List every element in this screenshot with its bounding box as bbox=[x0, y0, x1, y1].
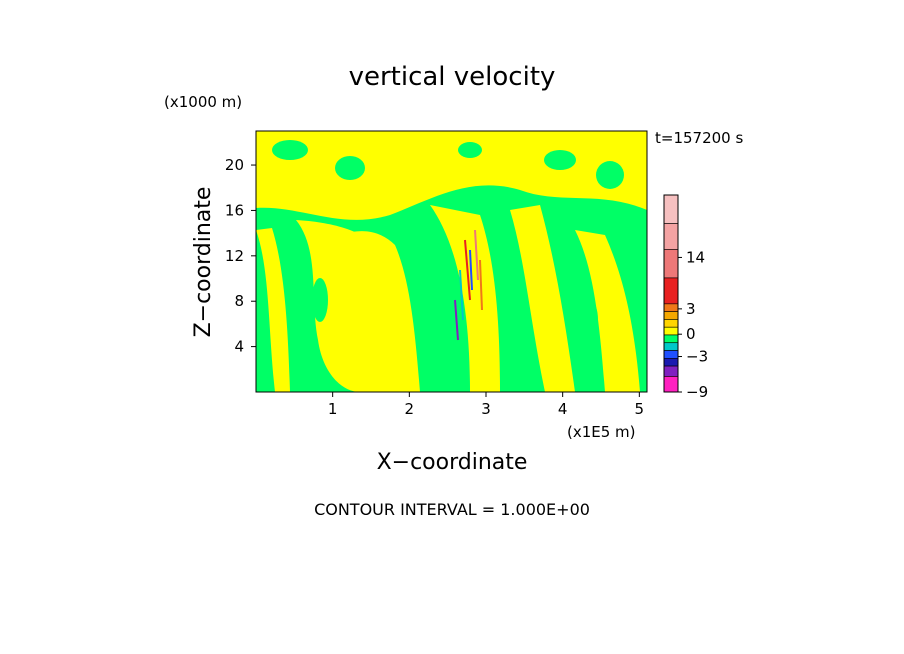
velocity-streak bbox=[464, 239, 471, 301]
colorbar-label: 14 bbox=[686, 248, 705, 266]
negative-velocity-island bbox=[272, 140, 308, 160]
negative-velocity-island bbox=[458, 142, 482, 158]
y-tick-label: 4 bbox=[234, 338, 244, 356]
colorbar-bin bbox=[663, 223, 679, 250]
y-axis: 4 8 12 16 20 bbox=[225, 156, 256, 356]
x-tick-label: 3 bbox=[481, 400, 491, 418]
negative-velocity-island bbox=[312, 278, 328, 322]
velocity-streak bbox=[469, 249, 473, 291]
velocity-streak bbox=[474, 229, 479, 281]
x-tick-label: 5 bbox=[635, 400, 645, 418]
negative-velocity-island bbox=[544, 150, 576, 170]
colorbar-bin bbox=[663, 358, 679, 367]
colorbar-label: 3 bbox=[686, 300, 696, 318]
colorbar-bin bbox=[663, 277, 679, 305]
x-unit-label: (x1E5 m) bbox=[567, 423, 636, 441]
colorbar-frame bbox=[663, 194, 679, 393]
colorbar-bin bbox=[663, 365, 679, 377]
velocity-streak bbox=[479, 259, 483, 311]
x-tick-label: 4 bbox=[558, 400, 568, 418]
colorbar-label: 0 bbox=[686, 325, 696, 343]
colorbar-bin bbox=[663, 249, 679, 279]
velocity-streak bbox=[454, 299, 459, 341]
colorbar: 14 3 0 −3 −9 bbox=[663, 194, 708, 401]
positive-velocity-region bbox=[342, 231, 420, 392]
y-tick-label: 8 bbox=[234, 292, 244, 310]
colorbar-bin bbox=[663, 342, 679, 351]
positive-velocity-region bbox=[510, 205, 575, 392]
y-tick-label: 16 bbox=[225, 201, 244, 219]
colorbar-bin bbox=[663, 194, 679, 224]
time-label: t=157200 s bbox=[655, 129, 743, 147]
negative-velocity-island bbox=[335, 156, 365, 180]
x-tick-label: 1 bbox=[328, 400, 338, 418]
negative-velocity-island bbox=[582, 300, 598, 340]
colorbar-label: −9 bbox=[686, 383, 708, 401]
velocity-streak bbox=[459, 269, 464, 321]
y-tick-label: 20 bbox=[225, 156, 244, 174]
y-axis-label: Z−coordinate bbox=[191, 187, 216, 338]
y-unit-label: (x1000 m) bbox=[164, 93, 242, 111]
colorbar-bin bbox=[663, 376, 679, 393]
x-axis: 1 2 3 4 5 bbox=[328, 392, 644, 418]
colorbar-bin bbox=[663, 303, 679, 312]
colorbar-label: −3 bbox=[686, 348, 708, 366]
plot-frame bbox=[255, 130, 648, 393]
colorbar-bin bbox=[663, 311, 679, 320]
y-tick-label: 12 bbox=[225, 247, 244, 265]
positive-velocity-region bbox=[256, 228, 290, 392]
colorbar-bin bbox=[663, 326, 679, 336]
negative-velocity-island bbox=[596, 161, 624, 189]
negative-velocity-island bbox=[420, 312, 440, 348]
positive-velocity-region bbox=[430, 205, 500, 392]
chart-title: vertical velocity bbox=[349, 62, 556, 92]
x-tick-label: 2 bbox=[405, 400, 415, 418]
colorbar-bin bbox=[663, 350, 679, 359]
positive-velocity-region bbox=[575, 230, 640, 392]
contour-interval-footer: CONTOUR INTERVAL = 1.000E+00 bbox=[314, 500, 590, 519]
plot-area bbox=[255, 130, 648, 393]
colorbar-bin bbox=[663, 319, 679, 328]
x-axis-label: X−coordinate bbox=[377, 450, 528, 475]
colorbar-bin bbox=[663, 334, 679, 344]
